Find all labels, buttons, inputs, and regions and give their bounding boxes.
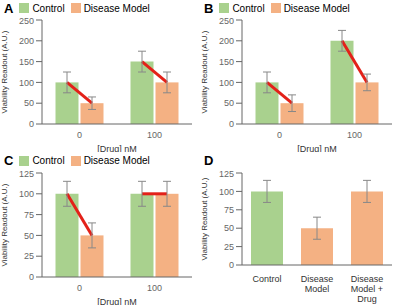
svg-text:25: 25 (24, 251, 34, 261)
html-text:Disease Model: Disease Model (83, 2, 150, 14)
svg-text:100: 100 (219, 186, 234, 196)
svg-text:100: 100 (19, 78, 34, 88)
svg-text:25: 25 (224, 241, 234, 251)
html-text:Control: Control (232, 2, 265, 14)
svg-text:[Drug] nM: [Drug] nM (97, 144, 137, 152)
svg-text:100: 100 (347, 130, 362, 140)
svg-text:Viability Readout (A.U.): Viability Readout (A.U.) (8, 183, 9, 266)
svg-text:50: 50 (24, 230, 34, 240)
svg-text:100: 100 (19, 188, 34, 198)
svg-text:DiseaseModel: DiseaseModel (301, 274, 334, 294)
svg-text:75: 75 (224, 204, 234, 214)
svg-text:0: 0 (277, 130, 282, 140)
svg-text:200: 200 (219, 36, 234, 46)
svg-text:75: 75 (24, 209, 34, 219)
svg-text:125: 125 (19, 169, 34, 179)
svg-text:100: 100 (147, 283, 162, 293)
svg-text:150: 150 (219, 57, 234, 67)
svg-text:[Drug] nM: [Drug] nM (297, 144, 337, 152)
svg-text:0: 0 (229, 260, 234, 270)
svg-text:0: 0 (29, 272, 34, 282)
svg-text:100: 100 (219, 78, 234, 88)
svg-text:DiseaseModel +Drug: DiseaseModel +Drug (351, 274, 384, 304)
html-text:Disease Model: Disease Model (83, 155, 150, 166)
html-text:Control: Control (32, 2, 65, 14)
svg-text:50: 50 (224, 98, 234, 108)
svg-text:100: 100 (147, 130, 162, 140)
html-text:Control: Control (32, 155, 65, 166)
svg-text:0: 0 (77, 283, 82, 293)
svg-text:Viability Readout (A.U.): Viability Readout (A.U.) (200, 30, 209, 113)
svg-text:200: 200 (19, 36, 34, 46)
svg-text:0: 0 (229, 119, 234, 129)
html-text:C: C (4, 153, 14, 168)
svg-text:Viability Readout (A.U.): Viability Readout (A.U.) (8, 30, 9, 113)
html-text:D: D (204, 153, 214, 168)
html-text:Disease Model: Disease Model (283, 2, 350, 14)
svg-text:0: 0 (77, 130, 82, 140)
svg-text:125: 125 (219, 169, 234, 179)
html-text:B: B (204, 0, 214, 16)
svg-text:[Drug] nM: [Drug] nM (97, 297, 137, 305)
html-text:A: A (4, 0, 14, 16)
svg-text:0: 0 (29, 119, 34, 129)
svg-text:Viability Readout (A.U.): Viability Readout (A.U.) (200, 177, 209, 260)
svg-text:150: 150 (19, 57, 34, 67)
svg-text:250: 250 (19, 16, 34, 26)
svg-text:250: 250 (219, 16, 234, 26)
svg-text:Control: Control (252, 274, 281, 284)
svg-text:50: 50 (224, 223, 234, 233)
svg-text:50: 50 (24, 98, 34, 108)
